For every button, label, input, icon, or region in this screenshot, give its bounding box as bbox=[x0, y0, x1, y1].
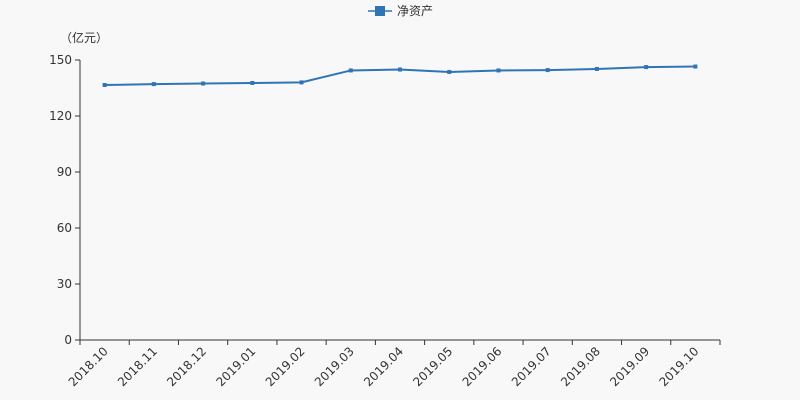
point bbox=[447, 69, 452, 74]
point bbox=[151, 82, 156, 87]
x-tick-label: 2018.10 bbox=[66, 344, 111, 389]
legend-marker bbox=[375, 6, 385, 16]
x-tick-label: 2019.04 bbox=[361, 344, 406, 389]
point bbox=[594, 66, 599, 71]
point bbox=[545, 68, 550, 73]
x-tick-label: 2019.01 bbox=[213, 344, 258, 389]
x-tick-label: 2019.05 bbox=[410, 344, 455, 389]
y-tick-label: 150 bbox=[49, 53, 72, 67]
point bbox=[201, 81, 206, 86]
point bbox=[496, 68, 501, 73]
point bbox=[398, 67, 402, 72]
legend-label: 净资产 bbox=[397, 4, 433, 18]
point bbox=[299, 80, 304, 85]
x-tick-label: 2019.09 bbox=[607, 344, 652, 389]
point bbox=[102, 83, 107, 88]
unit-label: （亿元） bbox=[60, 30, 108, 45]
y-tick-label: 120 bbox=[49, 109, 72, 123]
point bbox=[348, 68, 353, 73]
x-tick-label: 2019.07 bbox=[509, 344, 554, 389]
y-tick-label: 0 bbox=[64, 333, 72, 347]
x-tick-label: 2019.02 bbox=[263, 344, 308, 389]
point bbox=[250, 80, 255, 85]
x-tick-label: 2019.10 bbox=[657, 344, 702, 389]
x-tick-label: 2019.03 bbox=[312, 344, 357, 389]
point bbox=[693, 64, 698, 69]
y-tick-label: 60 bbox=[57, 221, 72, 235]
x-tick-label: 2018.11 bbox=[115, 344, 160, 389]
x-tick-label: 2018.12 bbox=[164, 344, 209, 389]
y-tick-label: 30 bbox=[57, 277, 72, 291]
y-tick-label: 90 bbox=[57, 165, 72, 179]
x-tick-label: 2019.06 bbox=[460, 344, 505, 389]
x-tick-label: 2019.08 bbox=[558, 344, 603, 389]
point bbox=[644, 65, 649, 70]
